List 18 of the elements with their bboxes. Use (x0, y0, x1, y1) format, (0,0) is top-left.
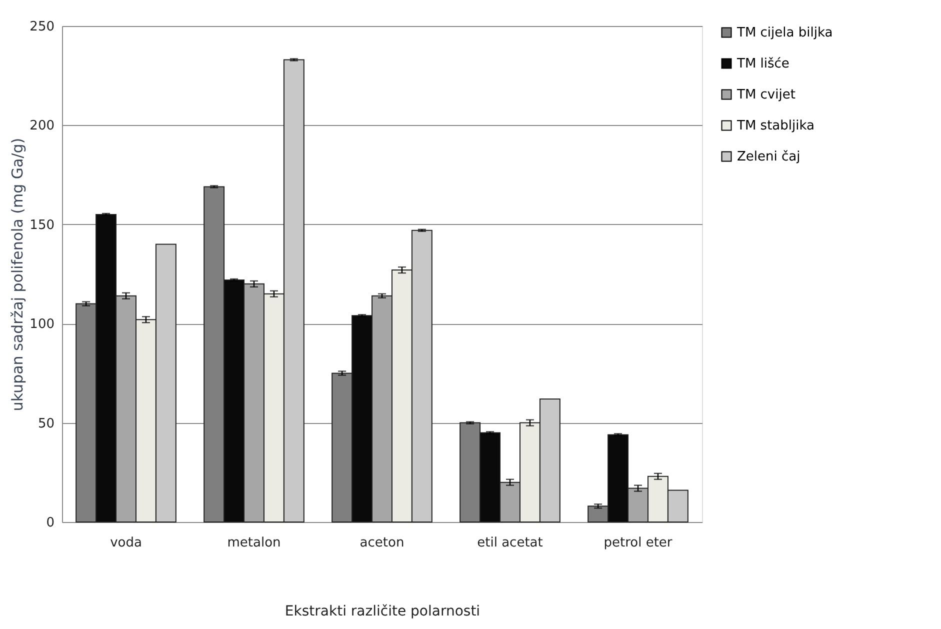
legend-label: TM lišće (736, 56, 790, 72)
y-tick-label: 200 (30, 118, 54, 134)
y-axis-title: ukupan sadržaj polifenola (mg Ga/g) (8, 138, 27, 412)
y-tick-label: 250 (30, 20, 54, 34)
x-tick-label: etil acetat (477, 536, 543, 550)
y-tick-label: 0 (46, 516, 54, 530)
legend-label: TM cijela biljka (736, 26, 833, 40)
x-tick-label: metalon (227, 536, 281, 550)
legend-label: TM stabljika (736, 118, 814, 134)
x-tick-label: voda (110, 536, 142, 550)
legend-label: TM cvijet (736, 88, 796, 102)
legend-label: Zeleni čaj (737, 150, 800, 164)
x-tick-label: petrol eter (604, 536, 673, 550)
x-tick-label: aceton (360, 536, 404, 550)
y-tick-label: 100 (30, 317, 54, 332)
x-axis-title: Ekstrakti različite polarnosti (284, 604, 480, 620)
y-tick-label: 50 (38, 416, 54, 432)
y-tick-label: 150 (30, 218, 54, 233)
